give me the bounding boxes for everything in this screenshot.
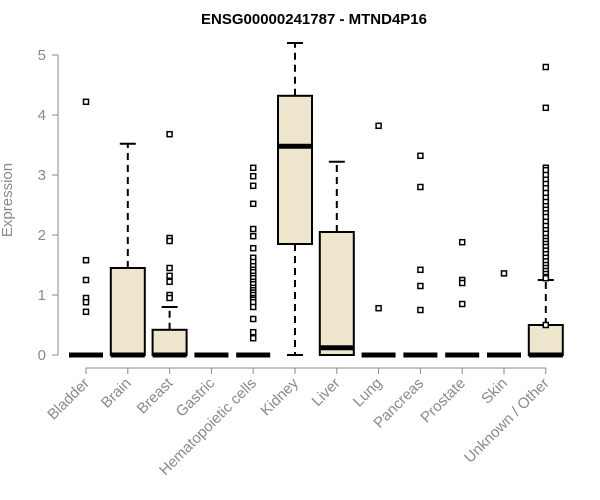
y-axis-label: Expression	[0, 163, 16, 237]
y-tick-label: 5	[38, 47, 46, 64]
box-group	[277, 42, 313, 356]
outlier-point	[542, 63, 550, 71]
outlier-point	[542, 274, 550, 282]
box-group	[318, 160, 355, 356]
outlier-point	[417, 183, 424, 191]
x-tick-label: Bladder	[44, 375, 93, 424]
x-tick-label: Breast	[134, 374, 177, 417]
outlier-point	[375, 122, 382, 130]
outlier-point	[82, 256, 90, 264]
box	[527, 324, 564, 356]
outlier-point	[417, 152, 424, 160]
outlier-point	[458, 279, 466, 287]
outlier-point	[417, 282, 424, 290]
box	[151, 328, 188, 356]
outlier-point	[249, 200, 257, 208]
box-group	[487, 270, 521, 358]
outlier-point	[166, 272, 173, 280]
outlier-point	[166, 264, 173, 272]
box-group	[69, 98, 103, 358]
chart-title: ENSG00000241787 - MTND4P16	[201, 11, 427, 28]
box	[109, 267, 146, 356]
x-tick-label: Brain	[98, 375, 135, 412]
outlier-point	[166, 294, 173, 302]
outlier-point	[82, 298, 90, 306]
outlier-point	[249, 303, 257, 311]
outlier-point	[417, 266, 424, 274]
outlier-point	[166, 278, 173, 286]
outlier-point	[458, 300, 466, 308]
outlier-point	[417, 306, 424, 314]
box-group	[109, 142, 146, 358]
y-tick-label: 2	[38, 227, 46, 244]
y-tick-label: 1	[38, 287, 46, 304]
x-tick-label: Lung	[350, 375, 386, 411]
x-tick-label: Kidney	[257, 374, 302, 419]
outlier-point	[249, 225, 257, 233]
box	[318, 231, 355, 356]
box-group	[403, 152, 438, 358]
box-group	[236, 164, 271, 358]
y-axis: 0 1 2 3 4 5	[38, 47, 59, 364]
box-group	[445, 238, 480, 358]
outlier-point	[166, 237, 173, 245]
outlier-point	[249, 164, 257, 172]
y-tick-label: 4	[38, 107, 46, 124]
x-tick-label: Skin	[478, 375, 511, 408]
outlier-point	[166, 130, 173, 138]
outlier-point	[82, 308, 90, 316]
box-group	[527, 63, 564, 358]
outlier-point	[249, 182, 257, 190]
outlier-point	[458, 238, 466, 246]
outlier-point	[249, 328, 257, 336]
outlier-point	[500, 270, 508, 277]
box-group	[361, 122, 396, 358]
outlier-point	[542, 104, 550, 112]
outlier-point	[249, 334, 257, 342]
outlier-point	[249, 172, 257, 180]
box	[277, 94, 313, 245]
outlier-point	[375, 304, 382, 312]
y-tick-label: 0	[38, 347, 46, 364]
outlier-point	[82, 276, 90, 284]
box-group	[151, 130, 188, 358]
y-tick-label: 3	[38, 167, 46, 184]
x-tick-label: Prostate	[417, 375, 469, 427]
outlier-point	[542, 321, 550, 329]
x-tick-label: Liver	[309, 375, 344, 410]
outlier-point	[249, 315, 257, 323]
outlier-point	[249, 244, 257, 252]
plot-area	[69, 42, 564, 358]
outlier-point	[82, 98, 90, 106]
outlier-point	[249, 232, 257, 240]
